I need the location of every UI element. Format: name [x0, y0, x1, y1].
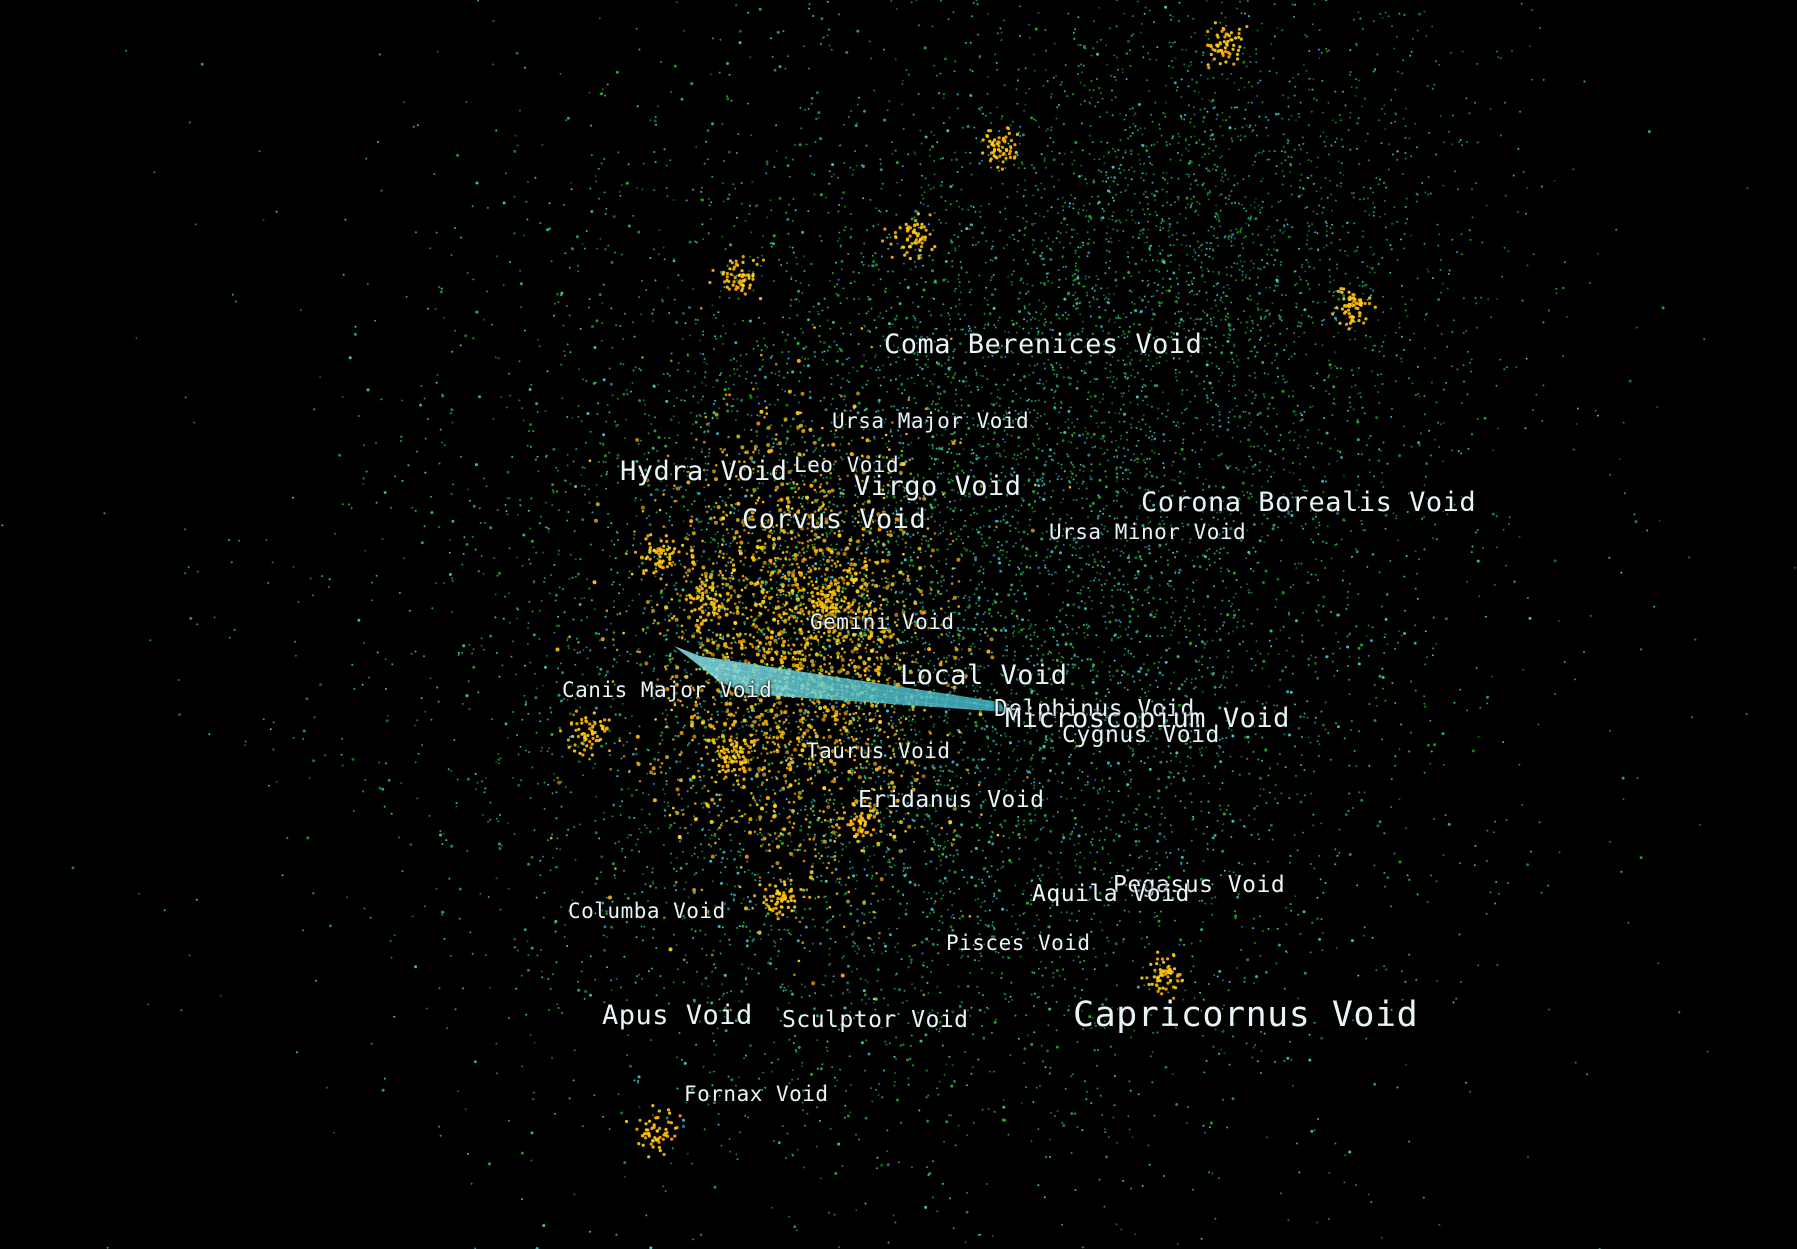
void-label-gemini[interactable]: Gemini Void [810, 610, 955, 634]
void-label-canis-major[interactable]: Canis Major Void [562, 678, 773, 702]
void-label-corvus[interactable]: Corvus Void [742, 504, 927, 535]
void-label-hydra[interactable]: Hydra Void [620, 456, 788, 487]
void-label-sculptor[interactable]: Sculptor Void [782, 1007, 969, 1033]
void-label-ursa-minor[interactable]: Ursa Minor Void [1049, 520, 1247, 544]
void-label-corona-borealis[interactable]: Corona Borealis Void [1141, 487, 1477, 518]
void-label-leo[interactable]: Leo Void [794, 453, 900, 477]
void-label-microscopium[interactable]: Microscopium Void [1005, 703, 1290, 734]
void-label-cygnus[interactable]: Cygnus Void [1062, 722, 1220, 748]
void-label-coma-berenices[interactable]: Coma Berenices Void [884, 329, 1203, 360]
void-label-virgo[interactable]: Virgo Void [854, 471, 1022, 502]
void-label-aquila[interactable]: Aquila Void [1032, 881, 1190, 907]
void-label-apus[interactable]: Apus Void [602, 1000, 753, 1031]
void-label-local[interactable]: Local Void [900, 660, 1068, 691]
void-label-columba[interactable]: Columba Void [568, 899, 726, 923]
void-label-taurus[interactable]: Taurus Void [806, 739, 951, 763]
void-label-pegasus[interactable]: Pegasus Void [1113, 872, 1286, 898]
void-label-pisces[interactable]: Pisces Void [946, 931, 1091, 955]
local-void-plane-mesh [674, 646, 1006, 712]
void-label-delphinus[interactable]: Delphinus Void [994, 696, 1195, 722]
void-label-ursa-major[interactable]: Ursa Major Void [832, 409, 1030, 433]
void-label-eridanus[interactable]: Eridanus Void [858, 787, 1045, 813]
void-label-fornax[interactable]: Fornax Void [684, 1082, 829, 1106]
void-label-capricornus[interactable]: Capricornus Void [1073, 995, 1419, 1035]
